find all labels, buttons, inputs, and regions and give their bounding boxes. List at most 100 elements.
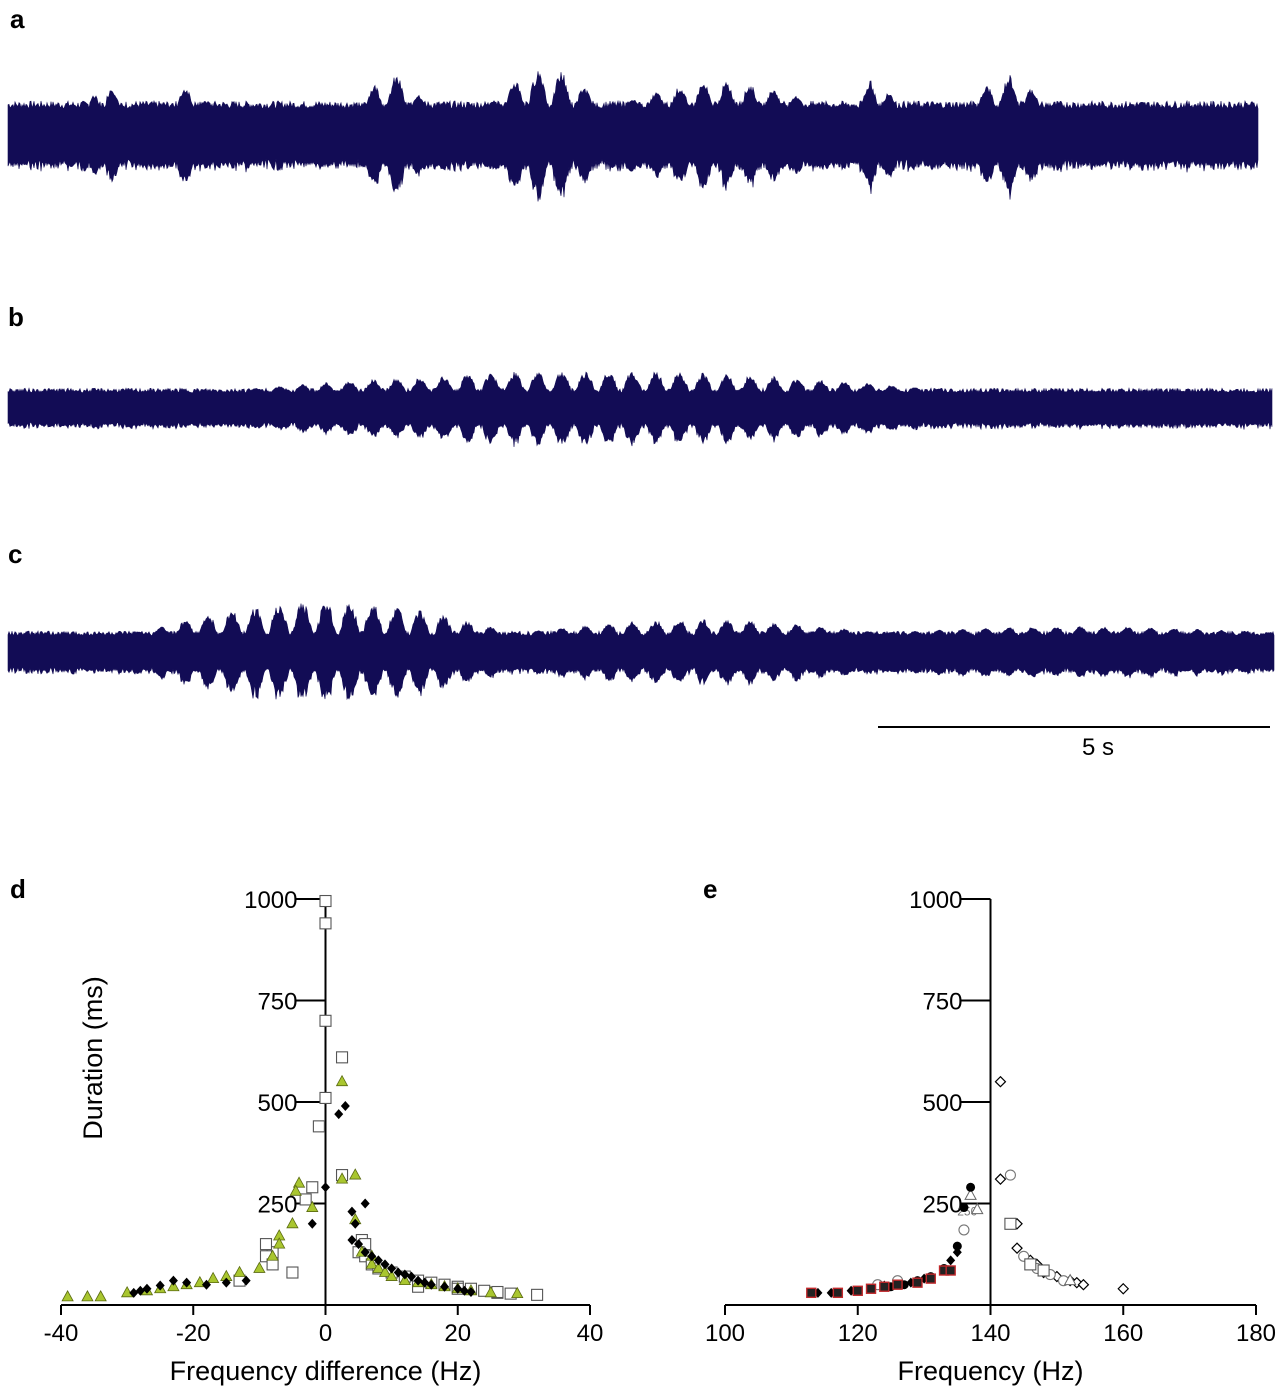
data-point-green-triangle — [233, 1265, 246, 1277]
data-point-green-triangle — [484, 1285, 497, 1298]
data-point-black-diamond — [321, 1182, 330, 1193]
data-point-open-square — [1024, 1258, 1037, 1271]
data-point-open-square — [531, 1288, 544, 1301]
y-tick-label-e: 750 — [922, 989, 962, 1016]
data-point-red-square — [892, 1279, 903, 1290]
data-point-open-square — [319, 1091, 332, 1104]
y-tick-label-d: 250 — [257, 1192, 297, 1219]
data-point-red-square — [806, 1287, 817, 1299]
x-tick-label-d: 20 — [444, 1320, 471, 1347]
data-point-black-diamond — [360, 1198, 370, 1209]
data-point-black-diamond — [426, 1279, 436, 1290]
x-tick-label-d: -40 — [44, 1320, 79, 1347]
data-point-red-square — [925, 1273, 936, 1284]
y-axis-label-d: Duration (ms) — [78, 976, 108, 1140]
data-point-green-triangle — [335, 1172, 349, 1184]
data-point-green-triangle — [273, 1237, 286, 1249]
data-point-black-diamond — [400, 1269, 410, 1280]
data-point-green-triangle — [120, 1285, 134, 1298]
scatter-plot-d: -40 -20 0 20 40 250 500 750 1000 Frequency differ… — [44, 887, 604, 1386]
data-point-black-diamond — [387, 1263, 397, 1274]
scatter-plot-e: 100 120 140 160 180 250 500 750 1000 Frequency (H… — [705, 887, 1276, 1386]
data-point-green-triangle — [511, 1286, 524, 1299]
data-point-open-triangle — [970, 1202, 984, 1215]
data-point-black-diamond — [221, 1277, 231, 1288]
data-point-red-square — [912, 1277, 923, 1288]
y-tick-label-e: 500 — [922, 1090, 962, 1117]
data-point-black-diamond — [142, 1283, 152, 1294]
data-point-green-triangle — [306, 1200, 319, 1212]
waveform-c — [7, 603, 1275, 701]
data-point-open-circle — [958, 1224, 970, 1236]
data-point-black-diamond — [334, 1109, 344, 1120]
data-point-red-square — [879, 1281, 890, 1292]
data-point-green-triangle — [266, 1249, 279, 1261]
data-point-red-square — [945, 1265, 956, 1276]
data-point-black-circle — [966, 1182, 976, 1192]
data-point-black-diamond — [201, 1279, 211, 1290]
panel-label-b: b — [8, 302, 24, 332]
data-point-open-triangle — [964, 1188, 977, 1200]
data-point-black-diamond — [406, 1271, 416, 1282]
data-point-black-diamond — [307, 1218, 317, 1229]
data-point-green-triangle — [292, 1176, 306, 1188]
data-point-green-triangle — [335, 1074, 349, 1087]
data-point-black-diamond — [952, 1247, 962, 1258]
data-point-black-diamond — [459, 1285, 469, 1296]
data-point-green-triangle — [167, 1279, 180, 1292]
data-point-open-diamond — [994, 1173, 1007, 1185]
data-point-open-square — [286, 1266, 299, 1279]
data-point-black-diamond — [373, 1255, 383, 1266]
data-point-black-diamond — [182, 1277, 192, 1288]
data-point-green-triangle — [94, 1290, 107, 1302]
data-point-open-square — [312, 1120, 325, 1133]
data-point-open-diamond — [994, 1075, 1007, 1088]
x-tick-label-e: 160 — [1103, 1320, 1143, 1347]
x-axis-label-e: Frequency (Hz) — [897, 1356, 1083, 1386]
y-tick-label-e: 1000 — [909, 887, 962, 914]
data-point-black-circle — [959, 1203, 969, 1213]
data-point-black-diamond — [440, 1281, 450, 1292]
data-point-green-triangle — [365, 1257, 378, 1269]
data-point-open-square — [1037, 1264, 1050, 1277]
scale-bar-label: 5 s — [1082, 734, 1114, 761]
waveform-envelope-a — [7, 71, 1259, 202]
x-tick-label-e: 180 — [1236, 1320, 1276, 1347]
data-point-open-square — [319, 894, 332, 908]
data-point-black-diamond — [155, 1280, 165, 1291]
panel-label-e: e — [703, 874, 717, 904]
data-point-green-triangle — [206, 1271, 220, 1284]
data-point-black-diamond — [413, 1275, 423, 1286]
x-tick-label-e: 140 — [970, 1320, 1010, 1347]
data-point-open-square — [1004, 1217, 1017, 1230]
waveform-a — [7, 71, 1259, 202]
panel-label-d: d — [10, 874, 26, 904]
panel-label-a: a — [10, 4, 25, 34]
data-point-black-diamond — [453, 1283, 463, 1294]
x-tick-label-e: 100 — [705, 1320, 745, 1347]
data-point-green-triangle — [81, 1290, 94, 1302]
data-point-black-diamond — [367, 1251, 377, 1262]
data-point-black-diamond — [135, 1285, 145, 1296]
data-point-open-square — [306, 1181, 319, 1194]
y-tick-label-d: 1000 — [244, 887, 297, 914]
data-point-green-triangle — [286, 1216, 299, 1229]
data-point-black-diamond — [360, 1247, 370, 1258]
data-point-black-diamond — [347, 1206, 357, 1217]
waveform-envelope-b — [7, 371, 1273, 448]
data-point-open-square — [299, 1193, 312, 1206]
data-point-black-diamond — [946, 1255, 956, 1266]
data-point-green-triangle — [349, 1168, 362, 1180]
data-point-black-diamond — [466, 1287, 476, 1298]
data-point-open-diamond — [1077, 1278, 1090, 1291]
data-point-green-triangle — [372, 1261, 385, 1273]
data-point-red-square — [832, 1287, 844, 1299]
data-point-green-triangle — [385, 1269, 398, 1281]
data-point-red-square — [865, 1283, 877, 1294]
data-point-black-diamond — [347, 1235, 357, 1246]
data-point-open-square — [319, 917, 332, 930]
data-point-black-diamond — [420, 1277, 430, 1288]
data-point-black-diamond — [380, 1259, 390, 1270]
data-point-open-diamond — [1011, 1242, 1023, 1255]
